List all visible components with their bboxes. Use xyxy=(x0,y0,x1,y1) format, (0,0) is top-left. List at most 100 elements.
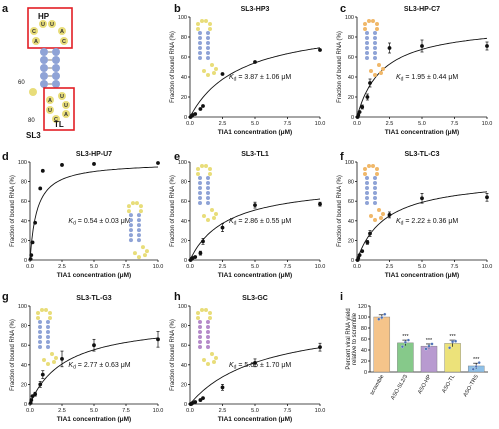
y-tick-label: 80 xyxy=(348,180,354,186)
inset-loop-nt xyxy=(208,27,212,31)
inset-stem-nt xyxy=(365,201,369,205)
x-axis-label: TIA1 concentration (μM) xyxy=(218,129,292,136)
data-point xyxy=(360,105,365,109)
nucleotide-label: A xyxy=(60,29,64,35)
data-point xyxy=(201,396,205,401)
inset-loop-nt xyxy=(367,19,371,23)
inset-stem-nt xyxy=(206,46,210,50)
data-point xyxy=(356,113,361,117)
data-point xyxy=(485,44,489,48)
inset-loop-nt xyxy=(200,308,204,312)
data-point xyxy=(201,239,205,244)
inset-loop-nt xyxy=(377,208,381,212)
x-tick-label: 2.5 xyxy=(58,408,66,414)
x-axis-label: TIA1 concentration (μM) xyxy=(57,272,131,279)
inset-stem-nt xyxy=(136,228,141,233)
data-point xyxy=(193,112,198,116)
nucleotide-label: U xyxy=(64,103,68,109)
nucleotide-label: U xyxy=(50,22,54,28)
structure-inset xyxy=(36,308,58,366)
x-tick-label: 7.5 xyxy=(122,408,130,414)
nucleotide-label: A xyxy=(34,39,38,45)
nucleotide-label: A xyxy=(64,112,68,118)
kd-annotation: Kd = 0.54 ± 0.03 μM xyxy=(68,218,130,227)
y-tick-label: 20 xyxy=(181,382,187,388)
inset-stem-nt xyxy=(46,345,50,349)
inset-loop-nt xyxy=(210,352,214,356)
replicate-point xyxy=(471,367,475,371)
x-axis-label: TIA1 concentration (μM) xyxy=(57,416,131,423)
inset-stem-nt xyxy=(136,213,141,218)
inset-loop-nt xyxy=(138,204,143,209)
chart-title: SL3-HP-C7 xyxy=(404,6,440,13)
data-point xyxy=(60,163,64,167)
inset-stem-nt xyxy=(46,320,50,324)
inset-stem-nt xyxy=(206,320,210,324)
chart-title: SL3-HP-U7 xyxy=(76,151,112,158)
position-60: 60 xyxy=(18,80,25,86)
panel-f-letter: f xyxy=(340,151,344,163)
inset-loop-nt xyxy=(212,216,216,220)
inset-loop-nt xyxy=(363,172,367,176)
inset-stem-nt xyxy=(198,191,202,195)
y-tick-label: 20 xyxy=(181,238,187,244)
inset-loop-nt xyxy=(126,204,131,209)
y-tick-label: 80 xyxy=(361,326,367,332)
panel-i-letter: i xyxy=(340,291,343,303)
panel-f: f SL3-TL-C3 0.0 2.5 5.0 7.5 10.0 0 20 40 60 80 100 TI… xyxy=(337,151,492,279)
inset-stem-nt xyxy=(373,186,377,190)
nucleotide-label: C xyxy=(62,39,66,45)
fit-curve xyxy=(29,166,159,261)
structure-inset xyxy=(363,19,385,77)
inset-loop-nt xyxy=(206,73,210,77)
inset-stem-nt xyxy=(198,31,202,35)
x-tick-label: scramble xyxy=(369,374,385,396)
panel-c: c SL3-HP-C7 0.0 2.5 5.0 7.5 10.0 0 20 40 60 80 100 TI… xyxy=(337,3,492,136)
inset-loop-nt xyxy=(206,362,210,366)
kd-annotation: Kd = 2.22 ± 0.36 μM xyxy=(396,218,458,227)
data-point xyxy=(198,107,203,111)
panel-d: d SL3-HP-U7 0.0 2.5 5.0 7.5 10.0 0 20 40 60 80 100 TI… xyxy=(2,151,163,279)
data-point xyxy=(198,251,203,256)
inset-loop-nt xyxy=(126,209,131,214)
x-axis-label: TIA1 concentration (μM) xyxy=(385,272,459,279)
y-tick-label: 60 xyxy=(361,337,367,343)
data-point xyxy=(357,253,362,257)
inset-stem-nt xyxy=(198,330,202,334)
data-point xyxy=(33,392,38,397)
data-point xyxy=(365,95,370,99)
inset-stem-nt xyxy=(198,186,202,190)
y-tick-label: 60 xyxy=(21,343,27,349)
inset-stem-nt xyxy=(206,330,210,334)
inset-loop-nt xyxy=(375,172,379,176)
inset-loop-nt xyxy=(200,164,204,168)
inset-stem-nt xyxy=(365,51,369,55)
chart-panels: b SL3-HP3 0.0 2.5 5.0 7.5 10.0 0 20 40 60 80 100 TIA1… xyxy=(2,3,492,423)
inset-loop-nt xyxy=(48,316,52,320)
y-tick-label: 0 xyxy=(184,258,187,264)
inset-loop-nt xyxy=(367,164,371,168)
inset-stem-nt xyxy=(206,51,210,55)
y-axis-label: Fraction of bound RNA (%) xyxy=(10,175,16,247)
data-point xyxy=(28,257,33,261)
inset-stem-nt xyxy=(206,345,210,349)
inset-stem-nt xyxy=(206,196,210,200)
inset-loop-nt xyxy=(134,201,139,206)
structure-inset xyxy=(126,201,149,260)
nucleotide-label: U xyxy=(60,94,64,100)
significance-label: *** xyxy=(402,334,409,340)
x-tick-label: 5.0 xyxy=(418,264,426,270)
inset-stem-nt xyxy=(365,41,369,45)
inset-stem-nt xyxy=(198,335,202,339)
structure-inset xyxy=(196,308,218,366)
inset-loop-nt xyxy=(132,251,137,256)
y-tick-label: 80 xyxy=(21,180,27,186)
y-tick-label: 0 xyxy=(24,258,27,264)
data-point xyxy=(193,255,198,259)
data-point xyxy=(201,104,205,108)
lower-loop: U U A C U A xyxy=(46,92,70,123)
y-tick-label: 0 xyxy=(184,115,187,121)
inset-loop-nt xyxy=(212,71,216,75)
inset-stem-nt xyxy=(128,218,133,223)
inset-loop-nt xyxy=(206,218,210,222)
